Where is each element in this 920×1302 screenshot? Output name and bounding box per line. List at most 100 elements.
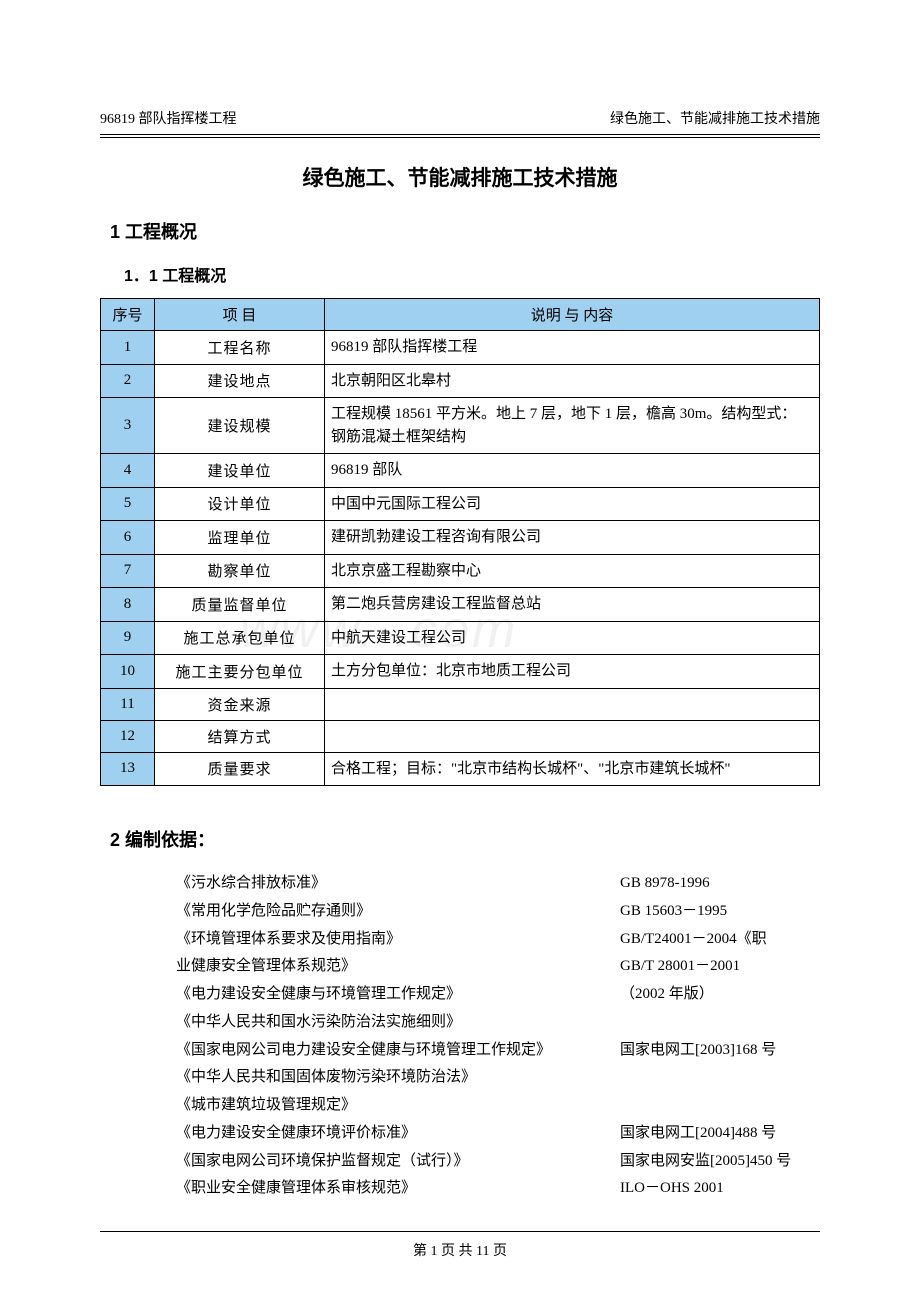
reference-row: 《职业安全健康管理体系审核规范》 ILO－OHS 2001 [176, 1175, 820, 1203]
cell-seq: 2 [101, 364, 155, 398]
cell-desc: 96819 部队指挥楼工程 [325, 331, 820, 365]
cell-desc: 北京京盛工程勘察中心 [325, 554, 820, 588]
cell-desc [325, 720, 820, 752]
table-row: 10施工主要分包单位土方分包单位：北京市地质工程公司 [101, 655, 820, 689]
section-2-heading: 2 编制依据： [110, 826, 820, 852]
cell-item: 施工总承包单位 [155, 621, 325, 655]
reference-code: GB/T 28001－2001 [620, 953, 820, 981]
cell-desc: 中国中元国际工程公司 [325, 487, 820, 521]
cell-item: 结算方式 [155, 720, 325, 752]
reference-title: 《电力建设安全健康环境评价标准》 [176, 1120, 416, 1148]
cell-item: 施工主要分包单位 [155, 655, 325, 689]
reference-code: 国家电网工[2004]488 号 [620, 1120, 820, 1148]
col-seq: 序号 [101, 299, 155, 331]
cell-item: 质量要求 [155, 752, 325, 786]
reference-title: 《中华人民共和国固体废物污染环境防治法》 [176, 1064, 476, 1092]
cell-item: 建设单位 [155, 454, 325, 488]
page-footer: 第 1 页 共 11 页 [100, 1231, 820, 1260]
cell-seq: 4 [101, 454, 155, 488]
table-row: 7勘察单位北京京盛工程勘察中心 [101, 554, 820, 588]
cell-seq: 3 [101, 398, 155, 454]
cell-item: 监理单位 [155, 521, 325, 555]
reference-code: GB/T24001－2004《职 [620, 926, 820, 954]
cell-seq: 10 [101, 655, 155, 689]
reference-title: 《国家电网公司电力建设安全健康与环境管理工作规定》 [176, 1037, 551, 1065]
table-row: 8质量监督单位第二炮兵营房建设工程监督总站 [101, 588, 820, 622]
reference-row: 《中华人民共和国固体废物污染环境防治法》 [176, 1064, 820, 1092]
cell-item: 质量监督单位 [155, 588, 325, 622]
reference-code: GB 15603－1995 [620, 898, 820, 926]
cell-seq: 12 [101, 720, 155, 752]
document-title: 绿色施工、节能减排施工技术措施 [100, 162, 820, 192]
cell-desc: 建研凯勃建设工程咨询有限公司 [325, 521, 820, 555]
reference-row: 《电力建设安全健康与环境管理工作规定》 （2002 年版） [176, 981, 820, 1009]
cell-desc: 第二炮兵营房建设工程监督总站 [325, 588, 820, 622]
cell-desc: 合格工程；目标："北京市结构长城杯"、"北京市建筑长城杯" [325, 752, 820, 786]
reference-title: 《污水综合排放标准》 [176, 870, 326, 898]
cell-seq: 7 [101, 554, 155, 588]
cell-seq: 9 [101, 621, 155, 655]
reference-title: 《电力建设安全健康与环境管理工作规定》 [176, 981, 461, 1009]
reference-title: 《职业安全健康管理体系审核规范》 [176, 1175, 416, 1203]
reference-row: 《国家电网公司电力建设安全健康与环境管理工作规定》 国家电网工[2003]168 … [176, 1037, 820, 1065]
cell-desc [325, 688, 820, 720]
section-1-1-heading: 1．1 工程概况 [124, 262, 820, 286]
reference-row: 《电力建设安全健康环境评价标准》 国家电网工[2004]488 号 [176, 1120, 820, 1148]
cell-desc: 96819 部队 [325, 454, 820, 488]
reference-row: 《国家电网公司环境保护监督规定（试行）》 国家电网安监[2005]450 号 [176, 1148, 820, 1176]
reference-code [620, 1092, 820, 1120]
cell-seq: 8 [101, 588, 155, 622]
table-row: 13质量要求合格工程；目标："北京市结构长城杯"、"北京市建筑长城杯" [101, 752, 820, 786]
cell-item: 建设地点 [155, 364, 325, 398]
reference-title: 《常用化学危险品贮存通则》 [176, 898, 371, 926]
table-row: 12结算方式 [101, 720, 820, 752]
table-row: 1工程名称96819 部队指挥楼工程 [101, 331, 820, 365]
reference-code: ILO－OHS 2001 [620, 1175, 820, 1203]
reference-row: 《中华人民共和国水污染防治法实施细则》 [176, 1009, 820, 1037]
cell-item: 工程名称 [155, 331, 325, 365]
section-1-heading: 1 工程概况 [110, 218, 820, 244]
cell-item: 资金来源 [155, 688, 325, 720]
reference-row: 《城市建筑垃圾管理规定》 [176, 1092, 820, 1120]
header-left: 96819 部队指挥楼工程 [100, 108, 237, 128]
col-item: 项 目 [155, 299, 325, 331]
reference-code [620, 1064, 820, 1092]
reference-code: 国家电网工[2003]168 号 [620, 1037, 820, 1065]
cell-item: 设计单位 [155, 487, 325, 521]
cell-seq: 11 [101, 688, 155, 720]
table-row: 6监理单位建研凯勃建设工程咨询有限公司 [101, 521, 820, 555]
reference-title: 《城市建筑垃圾管理规定》 [176, 1092, 356, 1120]
page-header: 96819 部队指挥楼工程 绿色施工、节能减排施工技术措施 [100, 108, 820, 135]
cell-seq: 13 [101, 752, 155, 786]
reference-title: 《国家电网公司环境保护监督规定（试行）》 [176, 1148, 469, 1176]
project-info-table: 序号 项 目 说明 与 内容 1工程名称96819 部队指挥楼工程2建设地点北京… [100, 298, 820, 786]
references-list: 《污水综合排放标准》 GB 8978-1996 《常用化学危险品贮存通则》 GB 15… [176, 870, 820, 1203]
cell-desc: 土方分包单位：北京市地质工程公司 [325, 655, 820, 689]
reference-code: （2002 年版） [620, 981, 820, 1009]
col-desc: 说明 与 内容 [325, 299, 820, 331]
cell-seq: 1 [101, 331, 155, 365]
cell-desc: 中航天建设工程公司 [325, 621, 820, 655]
reference-title: 业健康安全管理体系规范》 [176, 953, 356, 981]
table-row: 5设计单位中国中元国际工程公司 [101, 487, 820, 521]
table-row: 11资金来源 [101, 688, 820, 720]
cell-seq: 6 [101, 521, 155, 555]
cell-item: 建设规模 [155, 398, 325, 454]
table-row: 3建设规模工程规模 18561 平方米。地上 7 层，地下 1 层，檐高 30m… [101, 398, 820, 454]
reference-title: 《中华人民共和国水污染防治法实施细则》 [176, 1009, 461, 1037]
reference-code: 国家电网安监[2005]450 号 [620, 1148, 820, 1176]
cell-desc: 工程规模 18561 平方米。地上 7 层，地下 1 层，檐高 30m。结构型式… [325, 398, 820, 454]
reference-row: 业健康安全管理体系规范》 GB/T 28001－2001 [176, 953, 820, 981]
reference-code [620, 1009, 820, 1037]
reference-row: 《污水综合排放标准》 GB 8978-1996 [176, 870, 820, 898]
table-header-row: 序号 项 目 说明 与 内容 [101, 299, 820, 331]
cell-desc: 北京朝阳区北皋村 [325, 364, 820, 398]
table-row: 2建设地点北京朝阳区北皋村 [101, 364, 820, 398]
table-row: 9施工总承包单位中航天建设工程公司 [101, 621, 820, 655]
reference-row: 《常用化学危险品贮存通则》 GB 15603－1995 [176, 898, 820, 926]
reference-title: 《环境管理体系要求及使用指南》 [176, 926, 401, 954]
header-right: 绿色施工、节能减排施工技术措施 [610, 108, 820, 128]
reference-row: 《环境管理体系要求及使用指南》 GB/T24001－2004《职 [176, 926, 820, 954]
cell-seq: 5 [101, 487, 155, 521]
reference-code: GB 8978-1996 [620, 870, 820, 898]
